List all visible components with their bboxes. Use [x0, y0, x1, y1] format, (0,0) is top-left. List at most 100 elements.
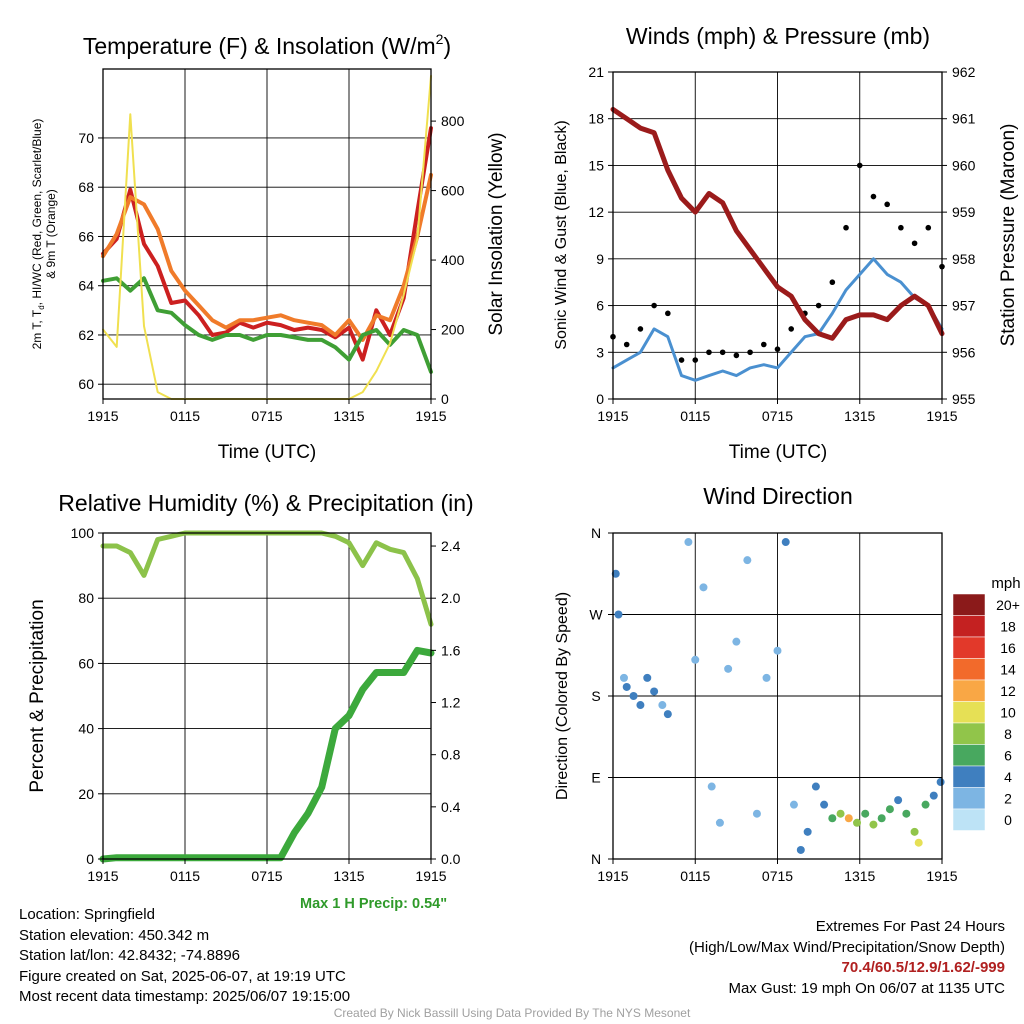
y2-tick-label: 400 [441, 252, 465, 268]
y-tick-label: 70 [78, 130, 94, 146]
colorbar-label: 8 [1004, 726, 1012, 742]
direction-point [629, 692, 638, 700]
y-tick-label: 21 [588, 64, 604, 80]
direction-point [861, 809, 870, 818]
y2-tick-label: 0.8 [441, 747, 461, 763]
direction-point [636, 701, 645, 710]
direction-point [752, 809, 761, 818]
direction-point [619, 673, 628, 682]
direction-point [844, 814, 853, 823]
x-tick-label: 1915 [926, 868, 957, 884]
direction-point [762, 673, 771, 682]
gust-point [623, 341, 630, 348]
x-tick-label: 0115 [680, 408, 710, 424]
x-tick-label: 1915 [415, 408, 446, 424]
y-tick-label: 3 [596, 344, 604, 360]
figure-created: Figure created on Sat, 2025-06-07, at 19… [19, 967, 346, 985]
x-tick-label: 1315 [333, 868, 364, 884]
humidity-ylabel-left: Percent & Precipitation [27, 599, 48, 792]
humidity-axes: 0 20 40 60 80 100 0.0 0.4 0.8 1.2 1.6 2.0 2.4 1915 011… [71, 525, 461, 884]
y2-tick-label: 957 [952, 298, 976, 314]
x-tick-label: 1915 [926, 408, 957, 424]
humidity-title: Relative Humidity (%) & Precipitation (i… [58, 490, 473, 516]
temperature-grid [103, 69, 431, 399]
direction-point [732, 637, 741, 646]
x-tick-label: 0715 [251, 868, 282, 884]
y2-tick-label: 600 [441, 183, 465, 199]
temperature-axes: 60 62 64 66 68 70 0 200 400 600 800 1915 0115 0715 131… [78, 113, 464, 424]
direction-point [796, 845, 805, 854]
colorbar-swatch [952, 765, 986, 788]
gust-point [637, 326, 644, 332]
x-tick-label: 1315 [333, 408, 364, 424]
x-tick-label: 1315 [844, 408, 875, 424]
y2-tick-label: 1.2 [441, 695, 461, 711]
x-tick-label: 1915 [597, 408, 628, 424]
x-tick-label: 0715 [251, 408, 282, 424]
winds-panel: Winds (mph) & Pressure (mb) 0 3 6 9 12 15 18 21… [553, 23, 1019, 463]
colorbar-swatch [952, 679, 986, 702]
temperature-title: Temperature (F) & Insolation (W/m2) [83, 31, 451, 59]
gust-point [788, 326, 795, 332]
temperature-series-line [101, 126, 433, 362]
y-tick-label: 0 [596, 391, 604, 407]
colorbar-label: 16 [1000, 640, 1016, 656]
colorbar-label: 12 [1000, 683, 1016, 699]
direction-point [803, 827, 812, 836]
winds-axes: 0 3 6 9 12 15 18 21 955 956 957 958 959 960 961 962 1915… [588, 64, 975, 424]
direction-point [936, 778, 945, 787]
temperature-ylabel-left: 2m T, Td, HI/WC (Red, Green, Scarlet/Blu… [30, 119, 58, 350]
station-elevation: Station elevation: 450.342 m [19, 926, 210, 944]
x-tick-label: 1915 [87, 868, 118, 884]
colorbar-label: 20+ [996, 597, 1020, 613]
colorbar-label: 0 [1004, 812, 1012, 828]
winds-xlabel: Time (UTC) [729, 442, 828, 463]
y-tick-label: 12 [588, 204, 604, 220]
direction-point [902, 809, 911, 818]
y-tick-label: 80 [78, 590, 94, 606]
temperature-panel: Temperature (F) & Insolation (W/m2) 60 62… [30, 31, 507, 463]
max-precip-label: Max 1 H Precip: 0.54" [300, 896, 448, 912]
colorbar-swatch [952, 701, 986, 724]
gust-point [829, 279, 836, 286]
credit-line: Created By Nick Bassill Using Data Provi… [333, 1006, 691, 1020]
temperature-xlabel: Time (UTC) [218, 442, 317, 463]
direction-point [929, 791, 938, 800]
y2-tick-label: 961 [952, 111, 976, 127]
y-tick-label: 40 [78, 721, 94, 737]
direction-point [789, 800, 798, 809]
x-tick-label: 0115 [170, 868, 200, 884]
winds-ylabel-left: Sonic Wind & Gust (Blue, Black) [553, 120, 570, 349]
colorbar: 20+ 18 16 14 12 10 8 6 4 2 0 [952, 593, 1020, 831]
y-tick-label: N [591, 525, 601, 541]
gust-point [665, 310, 671, 317]
station-info: Location: Springfield Station elevation:… [19, 905, 350, 1008]
y-tick-label: 68 [78, 179, 94, 195]
gust-point [843, 224, 849, 231]
direction-point [724, 664, 733, 673]
direction-point [811, 782, 820, 791]
recent-timestamp: Most recent data timestamp: 2025/06/07 1… [19, 988, 351, 1005]
winds-ylabel-right: Station Pressure (Maroon) [998, 124, 1019, 347]
gust-point [678, 357, 685, 363]
gust-point [898, 224, 904, 231]
direction-point [910, 827, 919, 836]
colorbar-swatch [952, 636, 986, 659]
gust-point [856, 162, 863, 169]
x-tick-label: 0715 [762, 408, 793, 424]
direction-point [853, 818, 862, 827]
direction-point [614, 610, 623, 619]
colorbar-label: 18 [1000, 619, 1016, 635]
y2-tick-label: 0 [441, 391, 449, 407]
direction-ylabel-left: Direction (Colored By Speed) [554, 592, 571, 800]
colorbar-label: 14 [1000, 662, 1016, 678]
x-tick-label: 0715 [762, 868, 793, 884]
x-tick-label: 1915 [87, 408, 118, 424]
y-tick-label: S [591, 688, 600, 704]
y-tick-label: 62 [78, 327, 94, 343]
direction-point [894, 796, 903, 805]
direction-point [611, 569, 620, 578]
